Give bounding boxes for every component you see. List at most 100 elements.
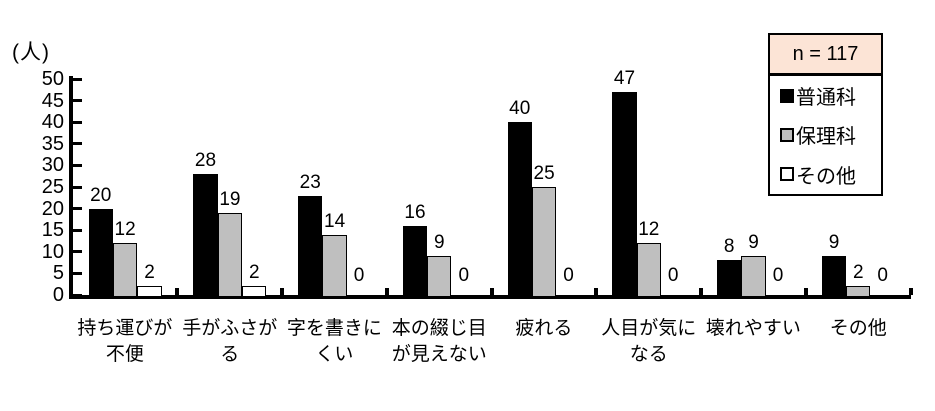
x-axis-tick (803, 288, 808, 295)
legend-item-label: その他 (796, 165, 856, 188)
sample-size-label: n = 117 (792, 42, 859, 65)
bar (821, 256, 847, 297)
category-label: 疲れる (492, 316, 597, 342)
category-label: 人目が気に なる (596, 316, 701, 368)
bar (636, 243, 661, 297)
legend: 普通科 保理科その他 (768, 74, 883, 196)
y-tick-label: 15 (41, 219, 64, 242)
y-tick-label: 10 (41, 240, 64, 263)
category-label-line: その他 (829, 318, 887, 339)
legend-marker-square-1 (780, 127, 794, 142)
y-tick-label: 25 (41, 176, 64, 198)
x-axis-tick (699, 288, 703, 295)
y-tick-label: 20 (41, 197, 64, 220)
category-label: 手がふさがる (177, 316, 282, 368)
category-label-line: 人目が気に (601, 318, 697, 339)
x-axis-tick (908, 288, 913, 295)
bar (531, 187, 557, 297)
category-label-line: 壊れやすい (705, 318, 801, 339)
category-label: 壊れやすい (701, 316, 806, 342)
bar (427, 256, 452, 297)
y-tick-label: 0 (52, 284, 64, 306)
bar-value-label: 8 (723, 236, 735, 258)
bar-value-label: 2 (853, 262, 864, 284)
legend-item: 保理科 (780, 115, 881, 154)
bar-value-label: 19 (219, 188, 241, 210)
y-tick-label: 45 (41, 89, 64, 112)
bar-value-label: 0 (353, 265, 365, 286)
bar-value-label: 0 (458, 265, 470, 286)
bar (88, 208, 113, 297)
category-label: 持ち運びが 不便 (73, 316, 178, 368)
bar-value-label: 12 (638, 219, 660, 241)
x-axis-tick (384, 288, 389, 295)
category-label-line: 本の綴じ目 (391, 318, 487, 339)
y-axis-tick (73, 99, 82, 103)
bar-value-label: 20 (90, 184, 112, 206)
y-axis-tick (73, 207, 82, 211)
y-axis-tick (73, 271, 82, 275)
category-label-line: 不便 (105, 344, 144, 365)
bar (298, 195, 323, 297)
y-axis-tick (73, 163, 82, 167)
bar-value-label: 25 (533, 163, 555, 184)
bar-value-label: 28 (194, 150, 217, 171)
bar (846, 286, 871, 297)
bar-value-label: 12 (114, 219, 136, 241)
y-axis-unit-label: (人) (12, 41, 50, 64)
y-tick-label: 35 (41, 132, 64, 155)
category-label-line: 持ち運びが (77, 318, 173, 339)
category-label-line: 字を書きに (286, 318, 382, 339)
legend-marker-square-0 (780, 88, 794, 103)
y-axis-line (69, 76, 73, 299)
x-axis-tick (489, 288, 494, 295)
y-axis-tick (73, 293, 82, 297)
bar-value-label: 9 (434, 232, 445, 254)
bar (242, 286, 267, 297)
category-label-line: 手がふさが (182, 318, 278, 339)
bar (137, 286, 162, 297)
category-label-line: る (220, 344, 240, 365)
bar (717, 260, 742, 297)
bar (112, 243, 138, 297)
category-label: 本の綴じ目 が見えない (387, 316, 492, 368)
category-label: 字を書きに くい (282, 316, 387, 368)
bar-value-label: 40 (509, 98, 531, 120)
bar-value-label: 9 (828, 232, 840, 254)
bar-value-label: 0 (877, 265, 888, 286)
bar (193, 174, 218, 297)
bar-value-label: 0 (667, 265, 679, 286)
x-axis-line (69, 295, 911, 299)
bar (507, 122, 532, 297)
category-label-line: 疲れる (515, 318, 573, 339)
y-axis-tick (73, 228, 82, 232)
bar-value-label: 0 (563, 265, 574, 286)
y-tick-label: 50 (41, 68, 64, 90)
bar (217, 212, 243, 297)
bar-value-label: 9 (748, 232, 759, 254)
y-axis-tick (73, 250, 82, 254)
sample-size-box: n = 117 (768, 33, 883, 75)
y-axis-tick (73, 142, 82, 146)
y-tick-label: 5 (52, 262, 64, 285)
x-axis-tick (280, 288, 284, 295)
bar (612, 92, 637, 297)
x-axis-tick (594, 288, 599, 295)
bar (741, 256, 766, 297)
category-label-line: なる (629, 344, 668, 365)
legend-item: 普通科 (780, 76, 881, 115)
bar-value-label: 47 (613, 68, 636, 89)
bar-value-label: 16 (404, 201, 426, 223)
bar-value-label: 2 (249, 262, 260, 284)
bar-value-label: 0 (772, 265, 784, 286)
y-axis-tick (73, 77, 82, 81)
legend-item: その他 (780, 155, 881, 194)
bar-value-label: 2 (144, 262, 155, 284)
x-axis-tick (175, 288, 180, 295)
bar (402, 225, 428, 297)
y-tick-label: 40 (41, 111, 64, 134)
bar-value-label: 14 (324, 210, 346, 232)
y-axis-tick (73, 120, 82, 124)
legend-marker-square-2 (780, 167, 794, 182)
